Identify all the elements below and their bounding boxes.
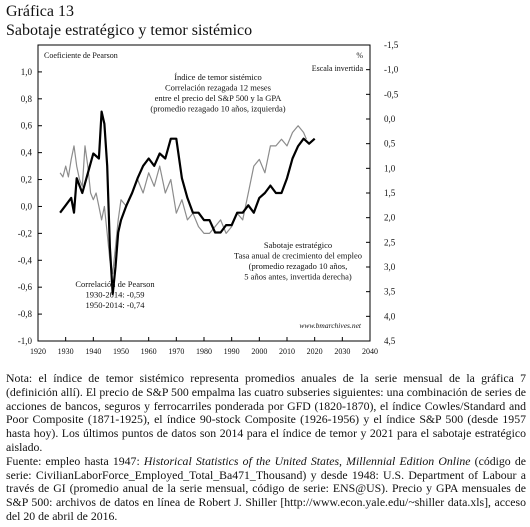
- note-text: (código de serie: CivilianLaborForce_Emp…: [6, 453, 526, 523]
- title-block: Gráfica 13 Sabotaje estratégico y temor …: [6, 2, 252, 40]
- note-text: Fuente: empleo hasta 1947:: [6, 453, 144, 468]
- annotation: www.bmarchives.net: [299, 321, 362, 330]
- annotation: entre el precio del S&P 500 y la GPA: [155, 93, 283, 103]
- annotation: 1950-2014: -0,74: [85, 300, 145, 310]
- y-axis-label: Coeficiente de Pearson: [44, 51, 118, 60]
- chart-title: Sabotaje estratégico y temor sistémico: [6, 22, 253, 39]
- chart: -1,0 -0,8 -0,6 -0,4 -0,2 0,0 0,2 0,4 0,6 0,8 1,0 -1…: [18, 40, 399, 356]
- y-tick-label: 0,8: [21, 94, 33, 104]
- y2-tick-label: -0,5: [384, 89, 399, 99]
- x-tick-label: 1950: [113, 347, 129, 356]
- y2-tick-label: 3,0: [384, 262, 396, 272]
- annotation: Correlación rezagada 12 meses: [165, 83, 271, 93]
- y2-tick-label: 3,5: [384, 287, 396, 297]
- annotation: Sabotaje estratégico: [264, 240, 332, 250]
- x-tick-label: 1980: [196, 347, 212, 356]
- series-line: [59, 125, 307, 275]
- y2-tick-label: -1,5: [384, 40, 399, 50]
- x-tick-label: 2040: [362, 347, 378, 356]
- note-text: Historical Statistics of the United Stat…: [143, 453, 471, 468]
- y2-tick-label: 2,0: [384, 213, 396, 223]
- y2-tick-label: 4,5: [384, 336, 396, 346]
- x-tick-label: 1970: [168, 347, 184, 356]
- y2-tick-label: 2,5: [384, 237, 396, 247]
- x-tick-label: 1920: [30, 347, 46, 356]
- annotation: Índice de temor sistémico: [174, 72, 262, 82]
- y2-tick-label: 1,5: [384, 188, 396, 198]
- x-tick-label: 1940: [85, 347, 101, 356]
- y2-axis-sublabel: Escala invertida: [312, 64, 364, 73]
- x-tick-label: 2020: [307, 347, 323, 356]
- y2-axis-label: %: [356, 51, 363, 60]
- x-tick-label: 1990: [224, 347, 240, 356]
- annotation: Correlación de Pearson: [75, 279, 155, 289]
- y-tick-label: 0,6: [21, 121, 33, 131]
- y2-tick-label: 4,0: [384, 311, 396, 321]
- x-tick-label: 2010: [279, 347, 295, 356]
- x-tick-label: 2000: [251, 347, 267, 356]
- y-tick-label: 1,0: [21, 67, 33, 77]
- annotation: (promedio rezagado 10 años, izquierda): [150, 104, 285, 114]
- y-tick-label: -1,0: [18, 336, 33, 346]
- x-tick-label: 2030: [334, 347, 350, 356]
- y-tick-label: -0,2: [18, 228, 32, 238]
- annotation: (promedio rezagado 10 años,: [249, 261, 348, 271]
- y-tick-label: 0,0: [21, 201, 33, 211]
- y2-tick-label: -1,0: [384, 65, 399, 75]
- y2-tick-label: 1,0: [384, 163, 396, 173]
- y2-tick-label: 0,0: [384, 114, 396, 124]
- annotation: 1930-2014: -0,59: [85, 290, 144, 300]
- annotation: 5 años antes, invertida derecha): [244, 272, 352, 282]
- series-line: [59, 110, 316, 296]
- y-tick-label: -0,4: [18, 255, 33, 265]
- annotation: Tasa anual de crecimiento del empleo: [234, 251, 362, 261]
- y-tick-label: 0,2: [21, 175, 32, 185]
- note-text: Nota: el índice de temor sistémico repre…: [6, 371, 526, 454]
- notes: Nota: el índice de temor sistémico repre…: [6, 371, 526, 524]
- y-tick-label: 0,4: [21, 148, 33, 158]
- x-tick-label: 1960: [141, 347, 157, 356]
- y2-tick-label: 0,5: [384, 139, 396, 149]
- y-tick-label: -0,8: [18, 309, 33, 319]
- x-tick-label: 1930: [58, 347, 74, 356]
- chart-number: Gráfica 13: [6, 3, 74, 20]
- y-tick-label: -0,6: [18, 282, 33, 292]
